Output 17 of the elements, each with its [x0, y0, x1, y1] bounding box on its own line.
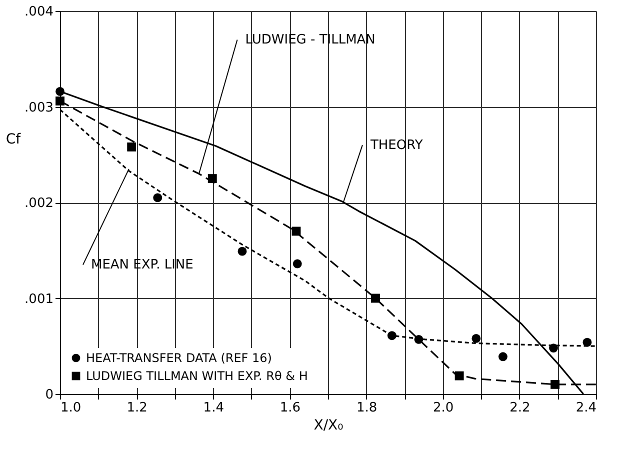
x-tick-label: 1.0: [60, 400, 82, 416]
x-tick-label: 1.2: [126, 400, 148, 416]
y-tick-label: 0: [45, 388, 54, 402]
x-tick-label: 2.0: [433, 400, 454, 416]
y-tick-label: .004: [24, 4, 54, 20]
y-tick-label: .003: [24, 100, 54, 116]
x-tick-label: 1.6: [280, 400, 301, 416]
y-tick-label: .001: [24, 292, 54, 307]
x-tick-label: 2.4: [576, 400, 596, 416]
legend-label: HEAT-TRANSFER DATA (REF 16): [86, 351, 272, 365]
legend-label: LUDWIEG TILLMAN WITH EXP. Rθ & H: [86, 369, 308, 383]
x-tick-label: 1.8: [356, 400, 378, 416]
x-tick-label: 1.4: [203, 400, 224, 416]
y-axis-title: Cf: [6, 132, 22, 148]
x-tick-label: 2.2: [510, 400, 530, 416]
y-tick-label: .002: [24, 196, 54, 211]
x-axis-title: X/X₀: [314, 418, 344, 434]
